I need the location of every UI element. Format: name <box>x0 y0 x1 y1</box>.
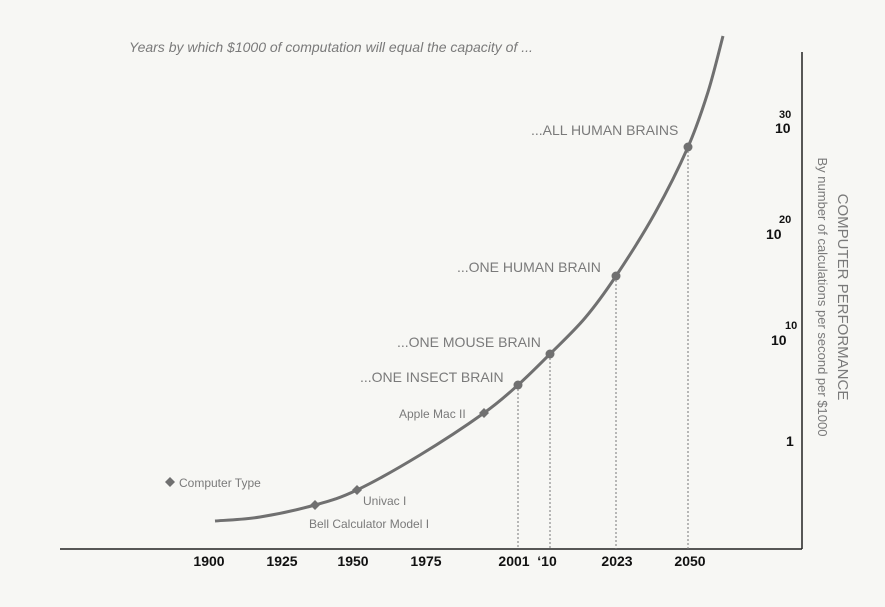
x-tick-label: 2001 <box>498 553 529 569</box>
legend-label: Computer Type <box>179 476 261 490</box>
y-tick-exponent: 20 <box>779 214 791 226</box>
y-tick-label: 1 <box>786 433 794 449</box>
drop-lines <box>517 147 689 549</box>
milestone-label: ...ONE MOUSE BRAIN <box>397 334 541 350</box>
y-tick-label: 10 <box>775 120 791 136</box>
growth-curve <box>214 35 725 523</box>
x-tick-label: 1900 <box>193 553 224 569</box>
y-tick-label: 10 <box>766 226 782 242</box>
y-axis-title: COMPUTER PERFORMANCE <box>834 194 851 401</box>
x-tick-label: ‘10 <box>537 553 557 569</box>
chart-title: Years by which $1000 of computation will… <box>129 39 533 55</box>
x-tick-label: 1925 <box>266 553 297 569</box>
computer-marker <box>352 485 362 495</box>
x-tick-label: 2023 <box>601 553 632 569</box>
milestone-marker <box>683 142 693 152</box>
milestone-label: ...ALL HUMAN BRAINS <box>531 122 678 138</box>
y-tick-exponent: 30 <box>779 109 791 121</box>
milestone-label: ...ONE INSECT BRAIN <box>360 369 504 385</box>
computer-label: Univac I <box>363 494 406 508</box>
y-tick-exponent: 10 <box>785 320 797 332</box>
milestone-marker <box>545 349 555 359</box>
y-tick-label: 10 <box>771 332 787 348</box>
computer-label: Bell Calculator Model I <box>309 517 429 531</box>
legend-marker <box>165 477 175 487</box>
milestone-label: ...ONE HUMAN BRAIN <box>457 259 601 275</box>
y-axis-subtitle: By number of calculations per second per… <box>815 158 830 437</box>
milestone-marker <box>611 271 621 281</box>
x-tick-label: 1975 <box>410 553 441 569</box>
x-tick-label: 1950 <box>337 553 368 569</box>
computer-marker <box>479 408 489 418</box>
computer-marker <box>310 500 320 510</box>
computer-label: Apple Mac II <box>399 407 466 421</box>
points <box>310 142 693 510</box>
x-tick-label: 2050 <box>674 553 705 569</box>
milestone-marker <box>513 380 523 390</box>
